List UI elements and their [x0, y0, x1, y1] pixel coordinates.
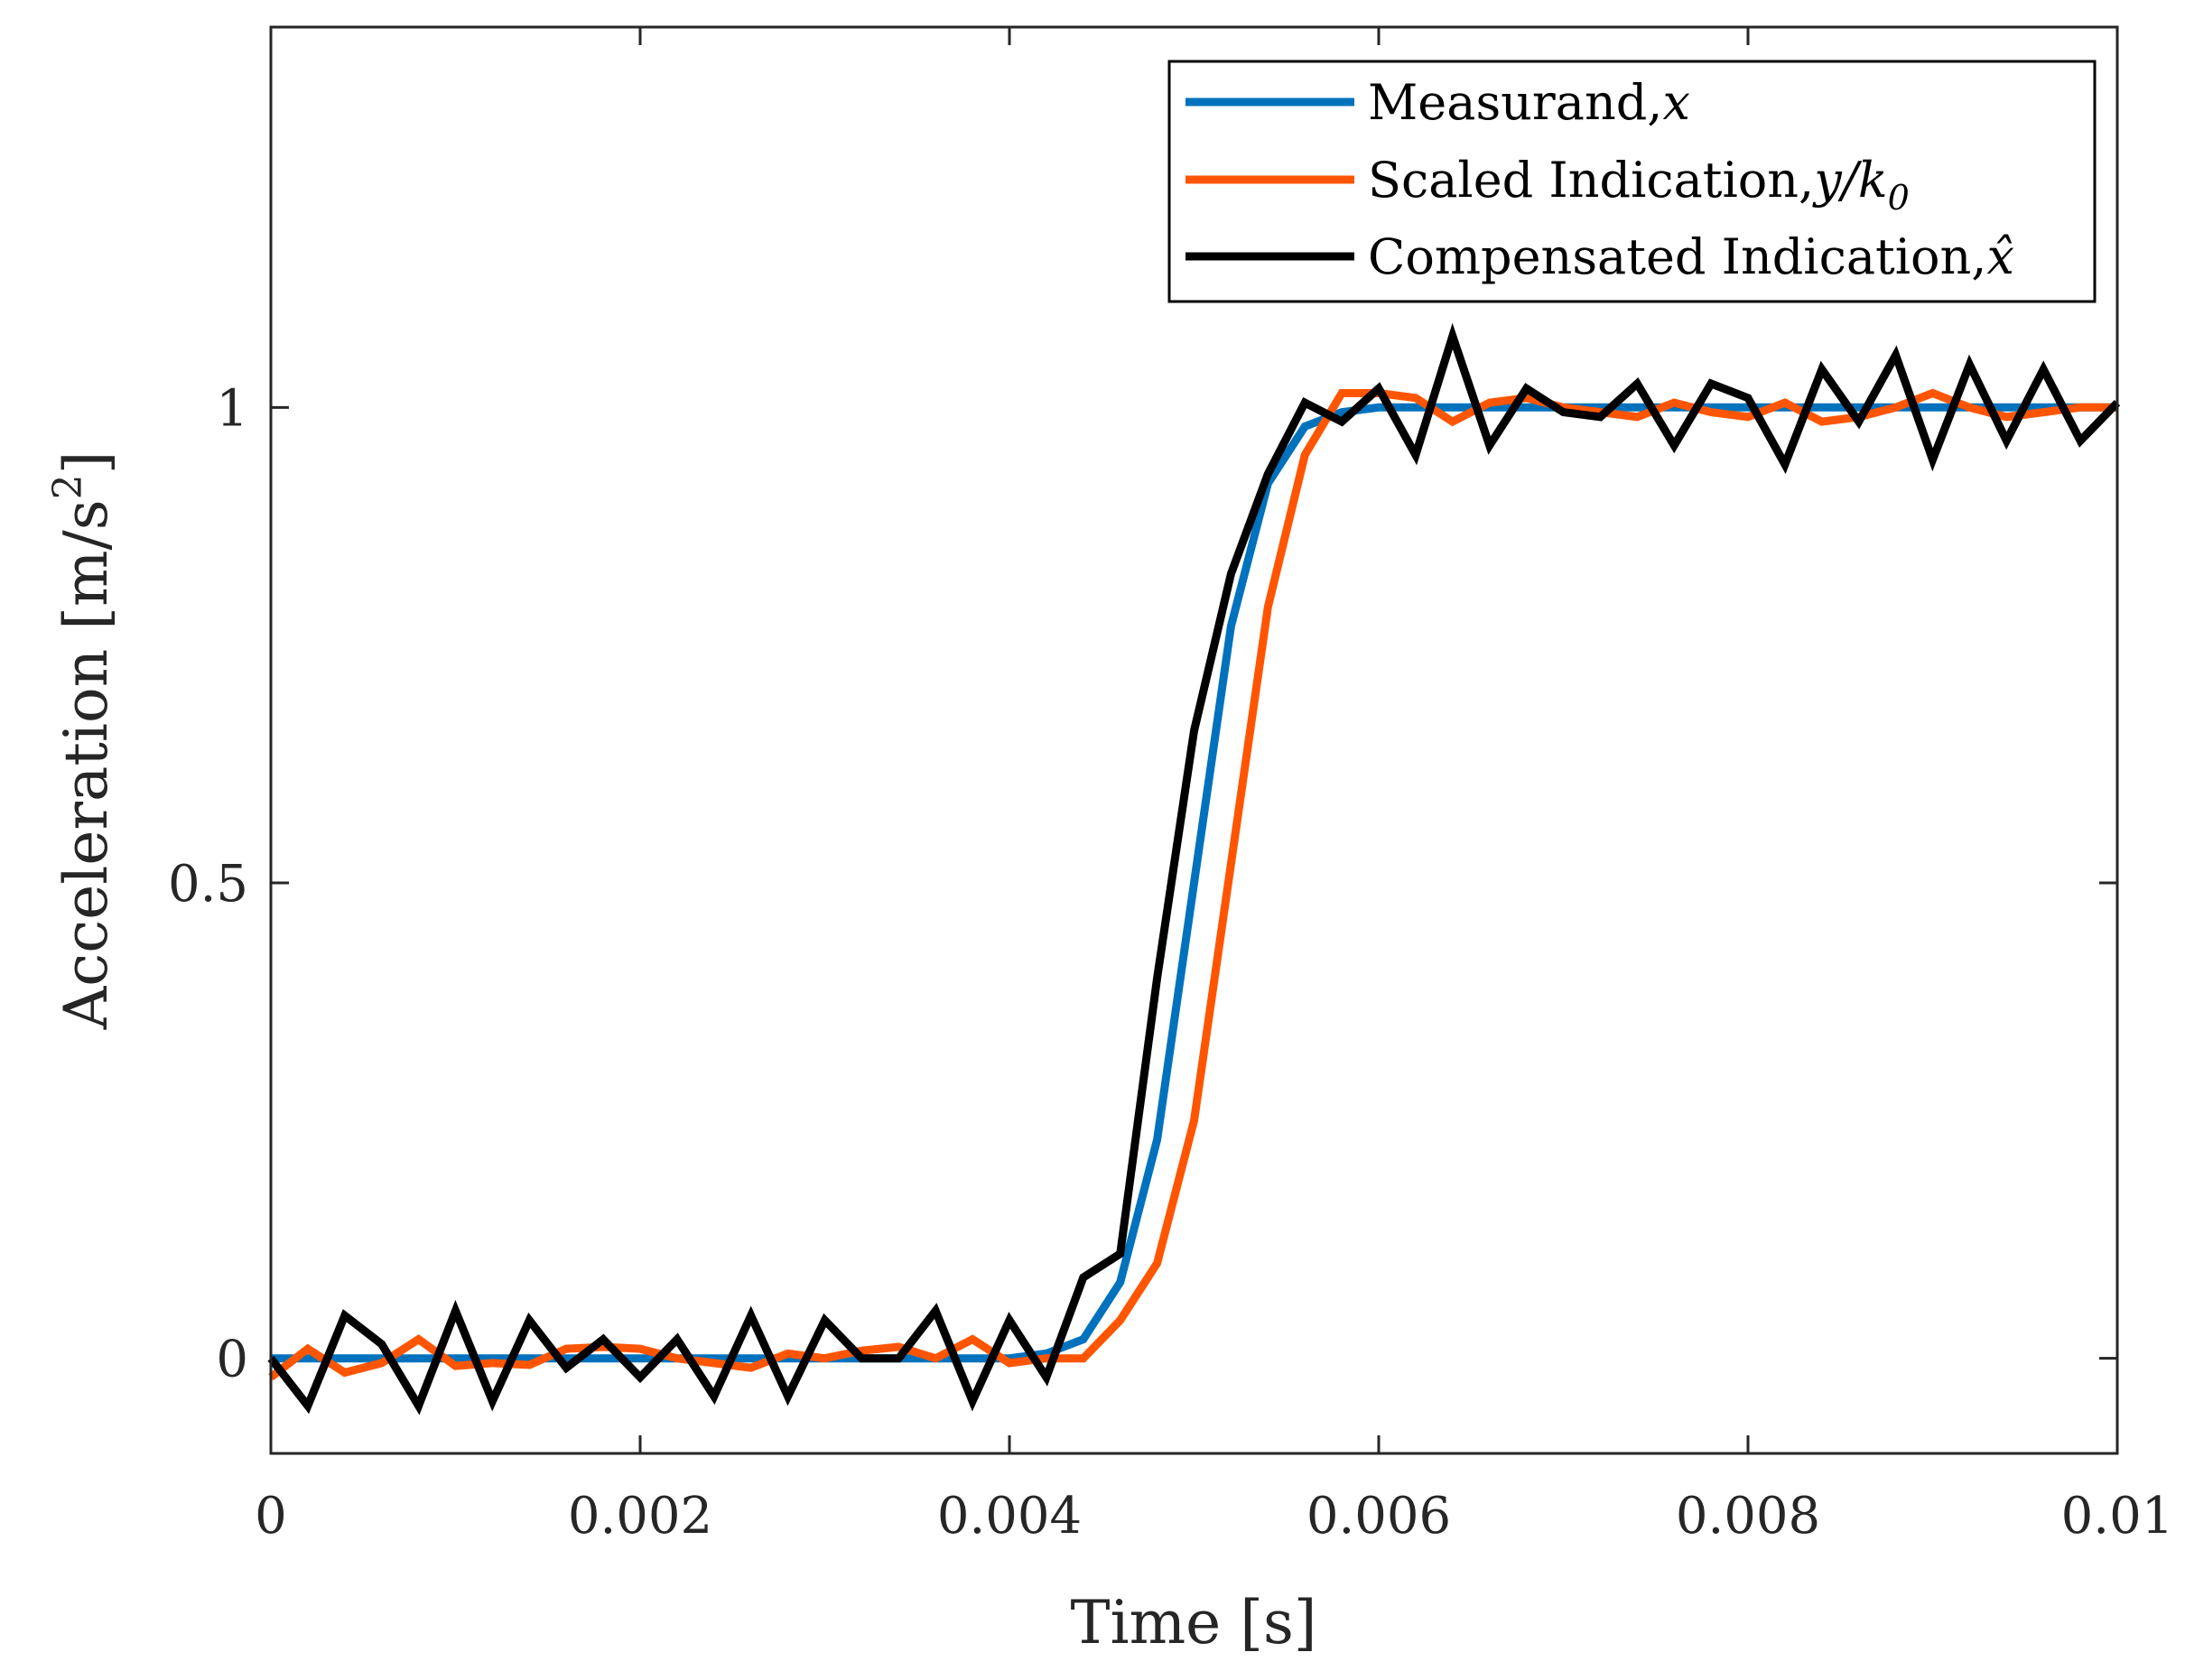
series-line-compensated-indication — [267, 322, 2121, 1415]
series-line-scaled-indication — [268, 388, 2117, 1381]
legend-label-scaled-indication: Scaled Indication,y/k0 — [1368, 152, 1910, 218]
x-tick-label-3: 0.006 — [1306, 1487, 1451, 1545]
x-tick-label-1: 0.002 — [568, 1487, 712, 1545]
y-tick-label-0: 0 — [216, 1331, 248, 1389]
plot-frame — [269, 25, 2119, 1455]
series-lines — [267, 322, 2121, 1415]
x-tick-label-2: 0.004 — [937, 1487, 1082, 1545]
y-axis-label: Acceleration [m/s2] — [45, 451, 121, 1031]
x-tick-label-4: 0.008 — [1676, 1487, 1820, 1545]
y-tick-label-2: 1 — [216, 379, 248, 438]
tick-labels: 0 0.002 0.004 0.006 0.008 0.01 0 0.5 1 — [168, 379, 2173, 1545]
x-axis-label: Time [s] — [1070, 1588, 1316, 1657]
x-tick-label-5: 0.01 — [2061, 1487, 2174, 1545]
y-tick-label-1: 0.5 — [168, 855, 248, 914]
x-tick-label-0: 0 — [255, 1487, 287, 1545]
legend-label-compensated-indication: Compensated Indication,x̂ — [1368, 228, 2014, 285]
legend-label-measurand: Measurand,x — [1368, 74, 1690, 131]
legend: Measurand,x Scaled Indication,y/k0 Compe… — [1167, 60, 2097, 303]
